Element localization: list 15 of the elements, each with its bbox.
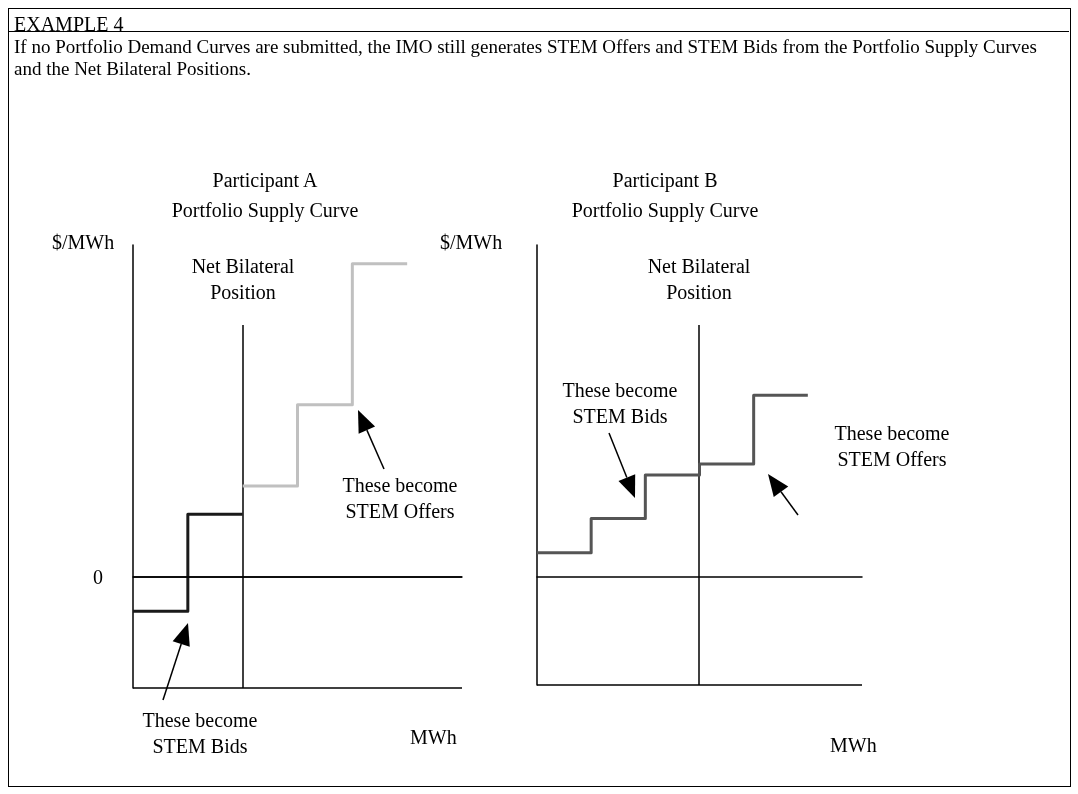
annotation: Net Bilateral Position: [190, 254, 296, 305]
annotation: These become STEM Offers: [341, 473, 459, 524]
ref-line-label: 0: [93, 565, 103, 588]
text: Net Bilateral Position: [646, 254, 752, 305]
annotation: These become STEM Offers: [833, 421, 951, 472]
chart-title: Participant B Portfolio Supply Curve: [571, 169, 759, 222]
x-axis-title: MWh: [410, 726, 457, 748]
annotation: These become STEM Bids: [561, 378, 679, 429]
y-axis-title: $/MWh: [52, 231, 115, 253]
y-axis-title: $/MWh: [440, 231, 503, 253]
text: These become STEM Bids: [141, 708, 259, 759]
text: EXAMPLE 4: [14, 12, 125, 37]
text: If no Portfolio Demand Curves are submitted, the IMO still generates STEM Offers and STEM Bids from the Portfolio Supply Curves and the Net Bilateral Positions.: [14, 36, 1038, 80]
x-axis-title: MWh: [830, 734, 877, 756]
chart-title: Participant A Portfolio Supply Curve: [171, 169, 359, 222]
